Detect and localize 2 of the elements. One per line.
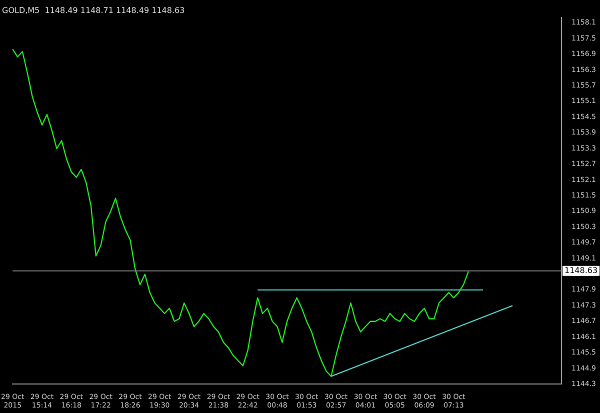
chart-title: GOLD,M5 1148.49 1148.71 1148.49 1148.63 bbox=[2, 6, 185, 15]
ref-line-label: 1148.63 bbox=[564, 266, 598, 275]
